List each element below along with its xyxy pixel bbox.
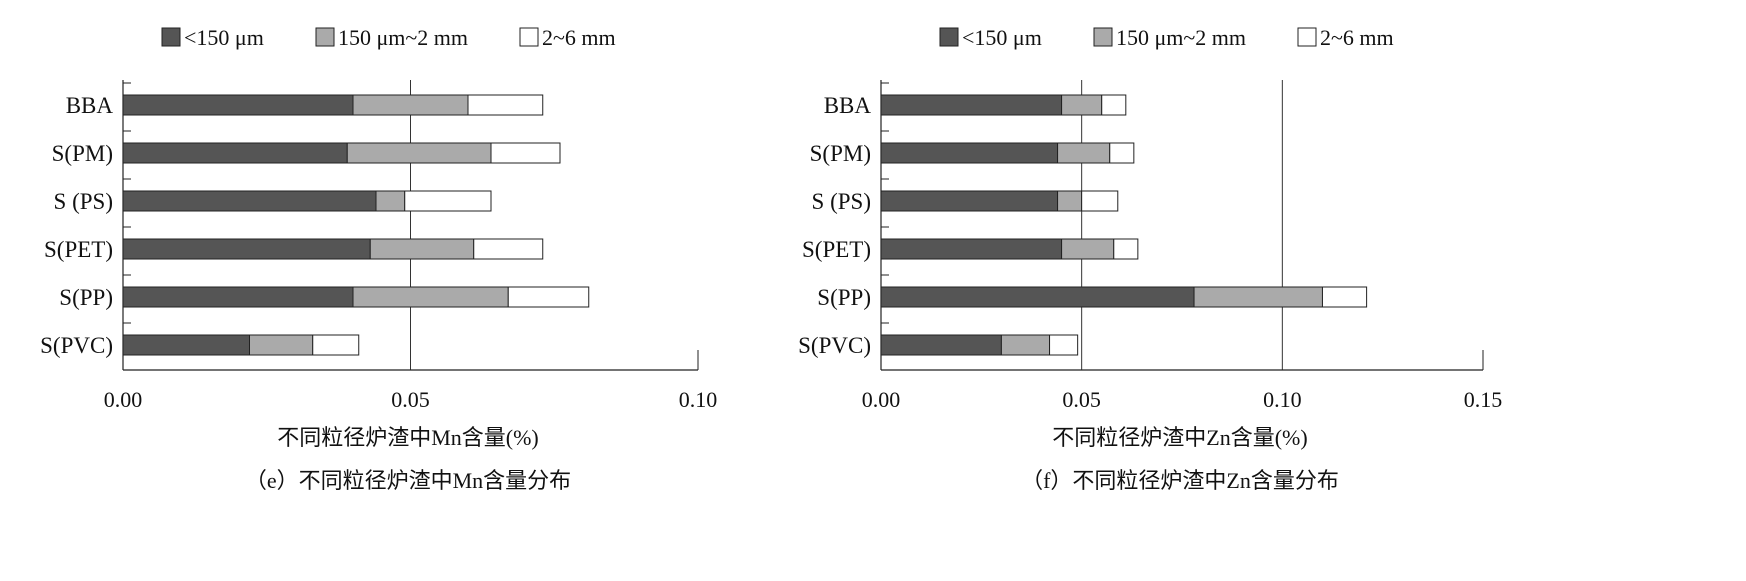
category-label: S(PVC) — [798, 333, 871, 358]
bar-segment-2-6mm — [490, 142, 561, 164]
legend-swatch — [519, 27, 539, 47]
bar-segment-lt150um — [880, 286, 1195, 308]
bar-segment-150um-2mm — [1000, 334, 1051, 356]
bar-segment-lt150um — [880, 142, 1059, 164]
legend-swatch — [315, 27, 335, 47]
legend-label: 150 μm~2 mm — [1116, 25, 1246, 50]
figure-caption: （e）不同粒径炉渣中Mn含量分布 — [245, 468, 571, 493]
bar-segment-2-6mm — [1049, 334, 1079, 356]
bar-segment-lt150um — [122, 190, 377, 212]
x-tick-label: 0.10 — [679, 387, 718, 412]
bar-segment-150um-2mm — [375, 190, 406, 212]
category-label: S (PS) — [54, 189, 113, 214]
bar-segment-2-6mm — [1113, 238, 1139, 260]
bar-segment-150um-2mm — [249, 334, 314, 356]
x-axis-title: 不同粒径炉渣中Zn含量(%) — [1052, 425, 1307, 450]
bar-segment-150um-2mm — [352, 286, 509, 308]
bar-segment-150um-2mm — [346, 142, 492, 164]
legend-swatch — [1093, 27, 1113, 47]
bar-segment-150um-2mm — [1061, 238, 1115, 260]
figure-caption: （f）不同粒径炉渣中Zn含量分布 — [1021, 468, 1339, 493]
legend-label: 2~6 mm — [542, 25, 616, 50]
bar-segment-lt150um — [880, 238, 1063, 260]
category-label: S(PVC) — [40, 333, 113, 358]
x-tick-label: 0.10 — [1263, 387, 1302, 412]
bar-segment-lt150um — [122, 94, 354, 116]
category-label: BBA — [66, 93, 114, 118]
bar-segment-150um-2mm — [1061, 94, 1103, 116]
bar-segment-2-6mm — [467, 94, 544, 116]
category-label: S (PS) — [812, 189, 871, 214]
legend-label: 2~6 mm — [1320, 25, 1394, 50]
x-tick-label: 0.05 — [1062, 387, 1101, 412]
x-axis-title: 不同粒径炉渣中Mn含量(%) — [277, 425, 539, 450]
category-label: S(PET) — [802, 237, 871, 262]
bar-segment-lt150um — [122, 334, 250, 356]
x-tick-label: 0.00 — [862, 387, 901, 412]
bar-segment-2-6mm — [507, 286, 590, 308]
chart-panel-zn: 0.00 0.05 0.10 0.15 BBA S(PM) S (PS) S(PET) S(PP… — [798, 25, 1502, 493]
bar-segment-2-6mm — [1081, 190, 1119, 212]
bar-segment-lt150um — [122, 238, 371, 260]
legend-swatch — [161, 27, 181, 47]
bar-segment-150um-2mm — [352, 94, 469, 116]
bar-segment-2-6mm — [1321, 286, 1368, 308]
bar-segment-2-6mm — [1109, 142, 1135, 164]
bar-segment-2-6mm — [473, 238, 544, 260]
x-tick-label: 0.00 — [104, 387, 143, 412]
legend-label: <150 μm — [962, 25, 1042, 50]
bar-segment-lt150um — [122, 286, 354, 308]
x-tick-label: 0.05 — [391, 387, 430, 412]
legend-label: 150 μm~2 mm — [338, 25, 468, 50]
category-label: S(PP) — [59, 285, 113, 310]
bar-segment-2-6mm — [1101, 94, 1127, 116]
bar-segment-lt150um — [880, 334, 1002, 356]
bar-segment-150um-2mm — [369, 238, 475, 260]
bar-segment-2-6mm — [404, 190, 492, 212]
bar-segment-lt150um — [880, 190, 1059, 212]
bar-segment-2-6mm — [312, 334, 360, 356]
legend-swatch — [939, 27, 959, 47]
category-label: S(PET) — [44, 237, 113, 262]
bar-segment-lt150um — [122, 142, 348, 164]
legend-label: <150 μm — [184, 25, 264, 50]
category-label: S(PP) — [817, 285, 871, 310]
bar-segment-150um-2mm — [1057, 190, 1083, 212]
bar-segment-150um-2mm — [1057, 142, 1111, 164]
legend-swatch — [1297, 27, 1317, 47]
bar-segment-lt150um — [880, 94, 1063, 116]
chart-panel-mn: 0.00 0.05 0.10 BBA S(PM) S (PS) S(PET) S(PP) S(P… — [40, 25, 717, 493]
x-tick-label: 0.15 — [1464, 387, 1503, 412]
category-label: BBA — [824, 93, 872, 118]
category-label: S(PM) — [52, 141, 113, 166]
bar-segment-150um-2mm — [1193, 286, 1323, 308]
category-label: S(PM) — [810, 141, 871, 166]
